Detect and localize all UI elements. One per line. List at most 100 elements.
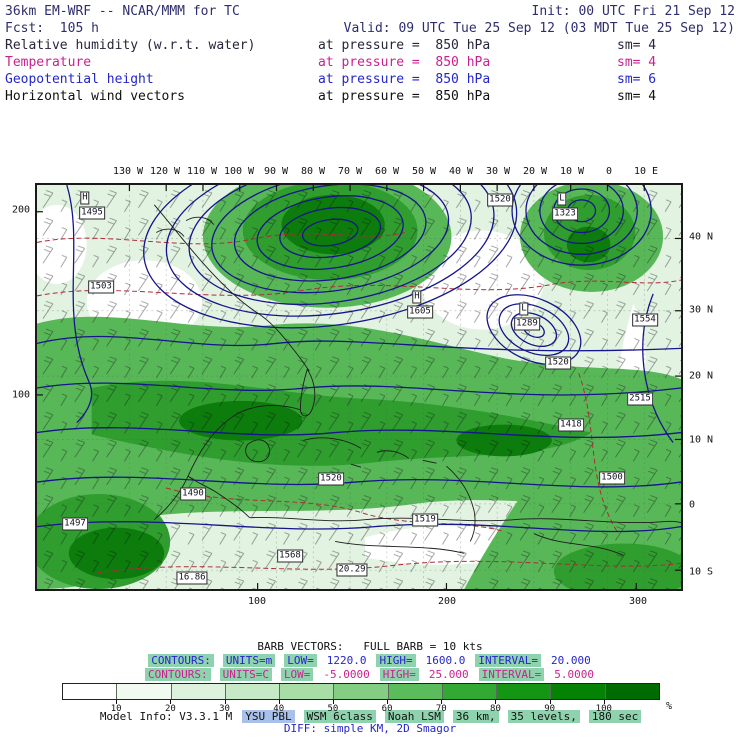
contour-label: 1554	[632, 313, 658, 327]
field-level: at pressure = 850 hPa	[318, 38, 491, 53]
legend-token: Noah LSM	[384, 710, 444, 723]
plot-title: 36km EM-WRF -- NCAR/MMM for TC	[5, 4, 240, 19]
lon-label: 30 W	[485, 166, 511, 177]
lon-label: 110 W	[186, 166, 218, 177]
colorbar-tick-label: 80	[490, 704, 501, 714]
temp-contour-legend: CONTOURS: UNITS=C LOW= -5.0000 HIGH= 25.000 IN…	[0, 668, 740, 681]
colorbar-tick	[603, 700, 605, 704]
diffusion-info: DIFF: simple KM, 2D Smagor	[283, 722, 457, 735]
colorbar-tick	[116, 700, 118, 704]
x-index-label: 300	[628, 596, 648, 607]
lon-label: 0	[605, 166, 613, 177]
lat-label: 10 N	[689, 434, 714, 446]
legend-token: CONTOURS:	[144, 668, 211, 681]
field-smoothing: sm= 4	[617, 38, 657, 53]
lon-label: 10 E	[633, 166, 659, 177]
field-level: at pressure = 850 hPa	[318, 72, 491, 87]
field-level: at pressure = 850 hPa	[318, 89, 491, 104]
field-name: Horizontal wind vectors	[5, 89, 186, 104]
lon-label: 50 W	[411, 166, 437, 177]
field-smoothing: sm= 4	[617, 89, 657, 104]
legend-token: INTERVAL=	[475, 654, 541, 667]
humidity-colorbar	[62, 683, 660, 700]
colorbar-tick-label: 40	[273, 704, 285, 714]
legend-token: LOW=	[280, 668, 314, 681]
colorbar-segment	[117, 684, 172, 699]
contour-label: 1520	[318, 472, 344, 486]
field-smoothing: sm= 6	[617, 72, 657, 87]
contour-label: L	[557, 192, 567, 206]
colorbar-tick	[549, 700, 551, 704]
legend-token: HIGH=	[376, 654, 416, 667]
contour-label: 16.86	[176, 571, 208, 585]
forecast-hour: Fcst: 105 h	[5, 21, 99, 36]
contour-label: 2515	[627, 392, 653, 406]
colorbar-segment	[63, 684, 118, 699]
valid-time: Valid: 09 UTC Tue 25 Sep 12 (03 MDT Tue …	[343, 21, 735, 36]
colorbar-segment	[497, 684, 552, 699]
colorbar-segment	[605, 684, 659, 699]
legend-token: 5.0000	[554, 668, 595, 681]
contour-label: H	[412, 290, 422, 304]
contour-label: 1418	[558, 418, 584, 432]
colorbar-tick-label: 60	[381, 704, 393, 714]
legend-token: 25.000	[428, 668, 469, 681]
colorbar-segment	[171, 684, 226, 699]
colorbar-tick	[278, 700, 280, 704]
contour-label: 20.29	[336, 563, 368, 577]
colorbar-tick	[170, 700, 172, 704]
colorbar-tick-label: 50	[327, 704, 339, 714]
colorbar-segment	[334, 684, 389, 699]
field-name: Temperature	[5, 55, 92, 70]
contour-label: 1520	[545, 356, 571, 370]
legend-token: 180 sec	[588, 710, 642, 723]
map-plot-svg	[37, 185, 681, 589]
lat-label: 40 N	[689, 231, 714, 243]
colorbar-segment	[225, 684, 281, 699]
colorbar-tick-label: 30	[219, 704, 230, 714]
legend-token: -5.0000	[323, 668, 370, 681]
legend-token: UNITS=m	[222, 654, 276, 667]
lon-label: 20 W	[522, 166, 548, 177]
lat-label: 10 S	[689, 566, 714, 578]
colorbar-tick-label: 20	[164, 704, 176, 714]
legend-token: UNITS=C	[219, 668, 272, 681]
contour-label: 1323	[552, 207, 578, 221]
legend-token: 36 km,	[452, 710, 499, 723]
legend-token: YSU PBL	[242, 710, 295, 723]
colorbar-segment	[280, 684, 335, 699]
contour-label: 1500	[599, 471, 625, 485]
colorbar-unit-label: %	[666, 701, 673, 712]
x-index-label: 100	[247, 596, 267, 607]
contour-label: 1503	[88, 280, 114, 294]
legend-token: 1600.0	[425, 654, 466, 667]
legend-token: INTERVAL=	[478, 668, 545, 681]
contour-label: 1605	[407, 305, 433, 319]
colorbar-segment	[388, 684, 443, 699]
colorbar-tick	[332, 700, 334, 704]
legend-token: 20.000	[550, 654, 591, 667]
lat-label: 20 N	[689, 370, 714, 382]
lon-label: 40 W	[448, 166, 474, 177]
lon-label: 100 W	[223, 166, 255, 177]
lat-label: 0	[689, 499, 696, 511]
lon-label: 10 W	[559, 166, 585, 177]
legend-token: 35 levels,	[507, 710, 580, 723]
model-info-row: Model Info: V3.3.1 M YSU PBL WSM 6class Noa…	[0, 710, 740, 723]
legend-token: LOW=	[284, 654, 317, 667]
lon-label: 130 W	[112, 166, 144, 177]
x-index-label: 200	[437, 596, 457, 607]
field-level: at pressure = 850 hPa	[318, 55, 491, 70]
colorbar-tick	[387, 700, 389, 704]
lon-label: 80 W	[300, 166, 326, 177]
legend-token: HIGH=	[379, 668, 419, 681]
y-index-label: 100	[11, 389, 30, 401]
map-area	[35, 183, 683, 591]
contour-label: 1497	[62, 517, 88, 531]
field-name: Relative humidity (w.r.t. water)	[5, 38, 256, 53]
field-smoothing: sm= 4	[617, 55, 657, 70]
legend-token: Model Info: V3.3.1 M	[99, 710, 233, 723]
lon-label: 120 W	[149, 166, 181, 177]
colorbar-segment	[442, 684, 498, 699]
